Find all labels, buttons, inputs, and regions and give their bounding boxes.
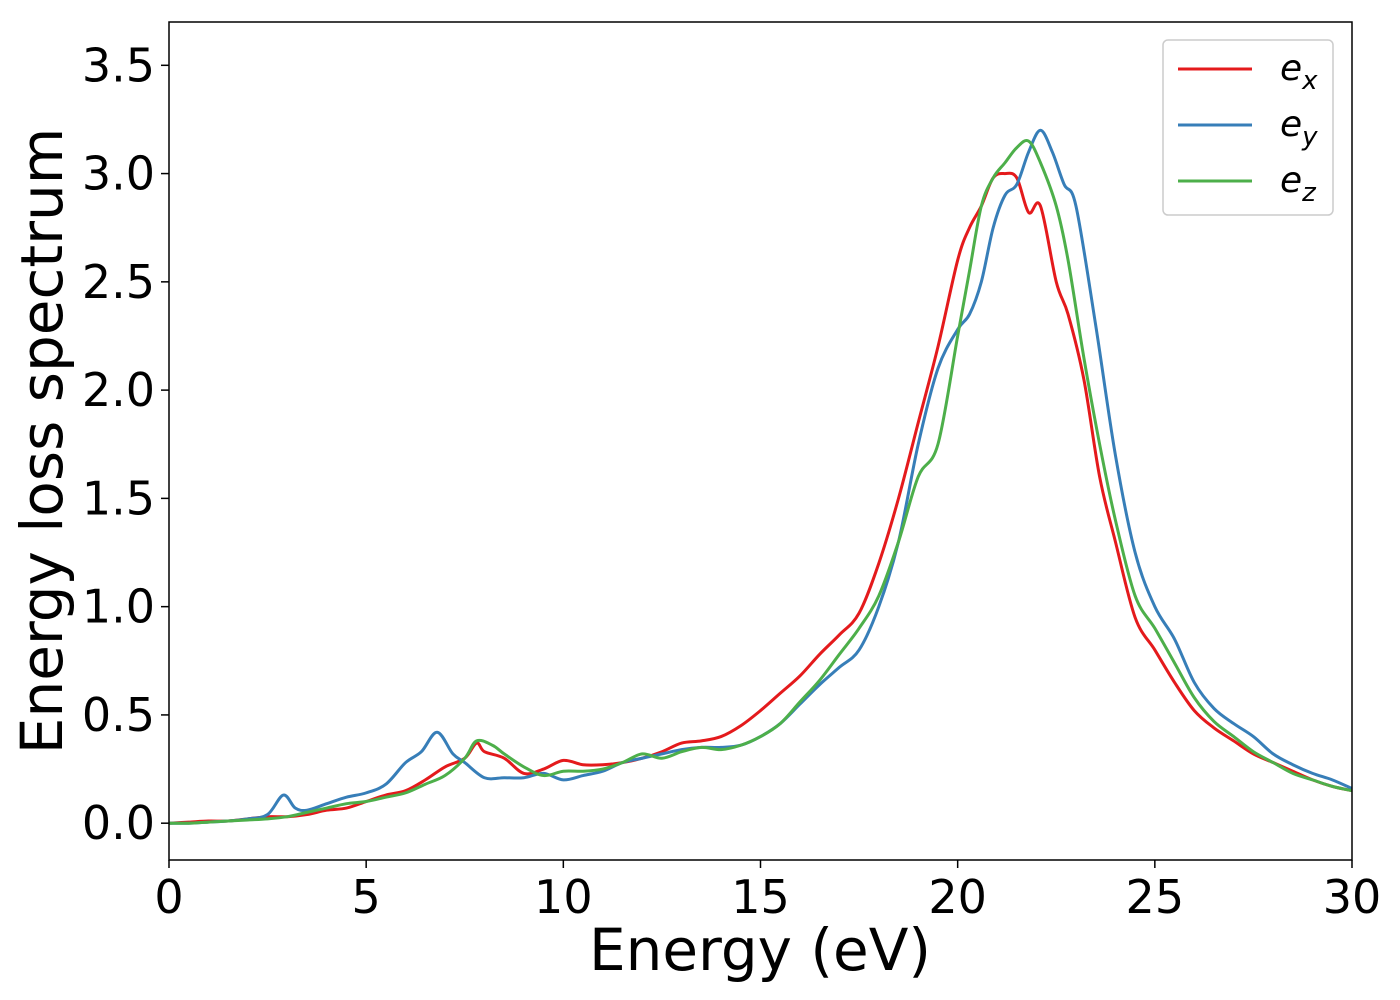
legend-frame [1162, 39, 1334, 216]
y-tick-label: 3.0 [82, 147, 155, 201]
legend-entry-e-x: ex [1178, 48, 1318, 96]
x-tick-label: 0 [154, 870, 183, 924]
x-tick-label: 10 [534, 870, 593, 924]
x-axis-label: Energy (eV) [589, 916, 931, 984]
y-axis: 0.0 0.5 1.0 1.5 2.0 2.5 3.0 3.5 [82, 38, 169, 850]
x-tick-label: 20 [928, 870, 987, 924]
series-line-e-x [169, 171, 1352, 825]
y-tick-label: 3.5 [82, 38, 155, 92]
x-tick-label: 15 [731, 870, 790, 924]
x-axis: 0 5 10 15 20 25 30 [154, 860, 1381, 924]
y-tick-label: 2.0 [82, 363, 155, 417]
y-tick-label: 0.0 [82, 796, 155, 850]
x-tick-label: 30 [1323, 870, 1382, 924]
y-axis-label: Energy loss spectrum [8, 128, 76, 754]
y-tick-label: 1.5 [82, 471, 155, 525]
y-tick-label: 2.5 [82, 255, 155, 309]
y-tick-label: 1.0 [82, 580, 155, 634]
x-tick-label: 5 [352, 870, 381, 924]
plot-area [169, 128, 1352, 825]
plot-frame [168, 21, 1353, 861]
y-tick-label: 0.5 [82, 688, 155, 742]
x-tick-label: 25 [1126, 870, 1185, 924]
series-line-e-z [169, 139, 1352, 825]
